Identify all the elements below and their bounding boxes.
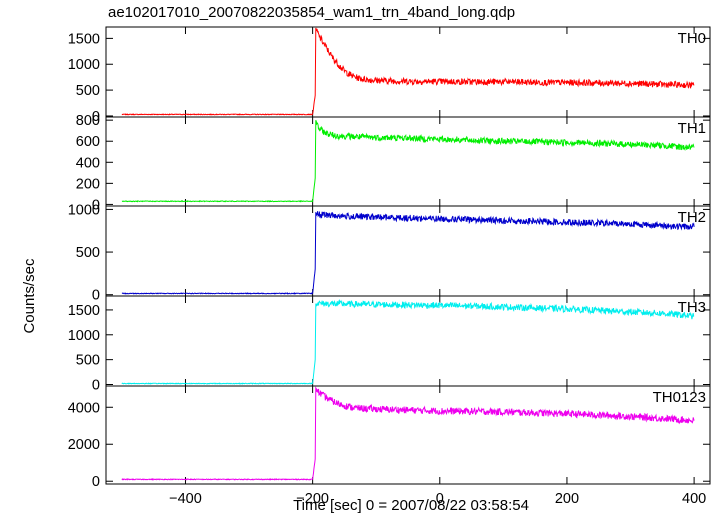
- y-tick-label: 200: [76, 176, 100, 192]
- panel-th2: 0 500 1000 TH2: [68, 202, 711, 304]
- x-tick-label: 0: [436, 491, 444, 507]
- y-tick-label: 500: [76, 245, 100, 261]
- series-line-th0: [121, 27, 695, 116]
- series-line-th3: [121, 298, 695, 385]
- panel-th0123: 0 2000 4000 TH0123: [68, 385, 711, 490]
- series-label: TH1: [678, 120, 706, 137]
- y-tick-label: 1000: [68, 328, 100, 344]
- y-tick-label: 0: [92, 378, 100, 394]
- y-tick-label: 0: [92, 109, 100, 125]
- y-tick-label: 400: [76, 155, 100, 171]
- x-tick-label: 200: [555, 491, 579, 507]
- y-tick-label: 500: [76, 83, 100, 99]
- panel-th1: 0 200 400 600 800 TH1: [76, 113, 711, 213]
- x-axis-label: Time [sec] 0 = 2007/08/22 03:58:54: [293, 497, 529, 514]
- y-tick-label: 4000: [68, 400, 100, 416]
- y-tick-label: 500: [76, 353, 100, 369]
- y-tick-label: 0: [92, 288, 100, 304]
- series-line-th2: [121, 211, 695, 295]
- y-tick-label: 800: [76, 113, 100, 129]
- panel-th3: 0 500 1000 1500 TH3: [68, 295, 711, 394]
- x-tick-label: −200: [296, 491, 329, 507]
- panel-th0: 0 500 1000 1500 TH0: [68, 26, 711, 125]
- y-tick-label: 1500: [68, 31, 100, 47]
- chart-title: ae102017010_20070822035854_wam1_trn_4ban…: [108, 4, 516, 21]
- panel-frame: [105, 116, 711, 207]
- series-line-th0123: [121, 386, 695, 481]
- y-tick-label: 1000: [68, 202, 100, 218]
- series-label: TH2: [678, 209, 706, 226]
- x-tick-label: 400: [682, 491, 706, 507]
- y-tick-label: 2000: [68, 437, 100, 453]
- y-tick-label: 1500: [68, 303, 100, 319]
- y-tick-label: 0: [92, 474, 100, 490]
- y-tick-label: 0: [92, 197, 100, 213]
- series-label: TH3: [678, 299, 706, 316]
- series-label: TH0123: [653, 389, 706, 406]
- panel-frame: [105, 385, 711, 485]
- y-tick-label: 1000: [68, 57, 100, 73]
- series-label: TH0: [678, 30, 706, 47]
- x-tick-label: −400: [169, 491, 202, 507]
- series-line-th1: [121, 120, 695, 203]
- y-tick-label: 600: [76, 134, 100, 150]
- panel-frame: [105, 26, 711, 118]
